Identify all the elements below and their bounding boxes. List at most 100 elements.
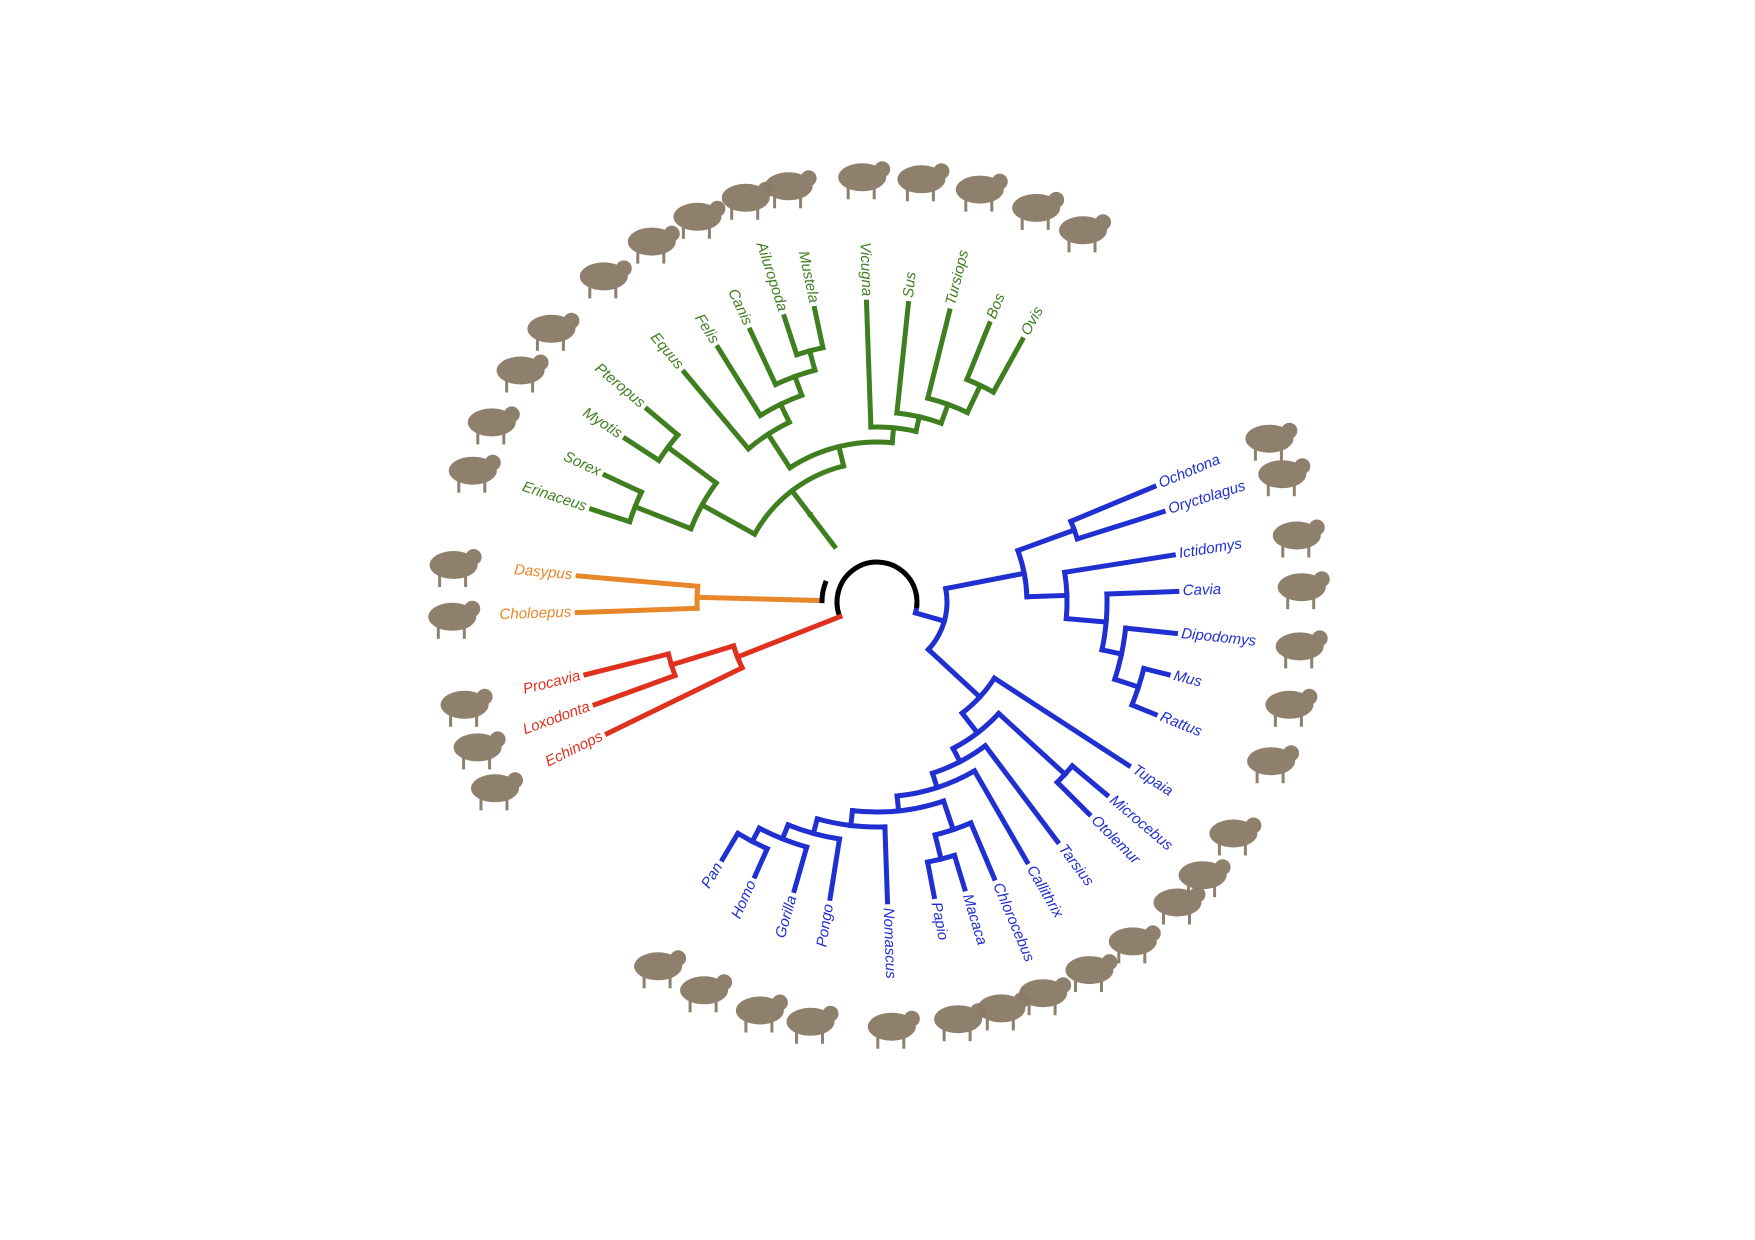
- branch-line: [664, 443, 720, 487]
- branch-line: [668, 642, 737, 669]
- branch-arc: [751, 462, 847, 538]
- taxon-tarsius: Tarsius: [1055, 841, 1098, 890]
- branch-pteropus: [643, 405, 682, 439]
- branch-line: [1024, 592, 1070, 600]
- branch-erinaceus: [588, 506, 633, 525]
- branch-dasypus: [575, 573, 701, 590]
- taxon-papio: Papio: [928, 901, 952, 942]
- branch-arc: [756, 392, 806, 419]
- branch-arc: [687, 479, 720, 532]
- branch-sus: [894, 300, 912, 416]
- sloth-icon: [428, 600, 481, 639]
- guinea-pig-icon: [1277, 571, 1330, 610]
- taxon-myotis: Myotis: [580, 404, 626, 442]
- branch-line: [806, 511, 839, 550]
- taxon-rattus: Rattus: [1158, 708, 1205, 740]
- tarsier-icon: [1108, 925, 1161, 964]
- taxon-macaca: Macaca: [959, 892, 991, 947]
- cow-icon: [1012, 191, 1065, 230]
- taxon-mustela: Mustela: [795, 249, 823, 304]
- branch-arc: [834, 588, 843, 619]
- taxon-ovis: Ovis: [1018, 303, 1048, 338]
- branch-arc: [1061, 569, 1070, 622]
- branch-myotis: [621, 435, 663, 464]
- branch-gorilla: [791, 844, 810, 894]
- taxon-pongo: Pongo: [813, 903, 837, 949]
- rabbit-icon: [1258, 458, 1311, 497]
- ferret-icon: [764, 170, 817, 209]
- branch-equus: [680, 368, 752, 453]
- cat-icon: [627, 225, 680, 264]
- baboon-icon: [934, 1003, 987, 1042]
- branch-arc: [694, 583, 701, 611]
- gorilla-icon: [735, 994, 788, 1033]
- taxon-chlorocebus: Chlorocebus: [989, 880, 1038, 965]
- branch-line: [942, 570, 1028, 592]
- tree-shrew-icon: [1209, 817, 1262, 856]
- branch-pongo: [827, 836, 843, 902]
- taxon-callithrix: Callithrix: [1023, 862, 1067, 921]
- branch-arc: [1067, 518, 1081, 543]
- branch-oryctolagus: [1074, 508, 1167, 543]
- rat-icon: [1247, 745, 1300, 784]
- taxon-ochotona: Ochotona: [1156, 451, 1223, 492]
- branch-line: [835, 443, 847, 470]
- taxon-tursiops: Tursiops: [942, 248, 972, 307]
- taxon-echinops: Echinops: [543, 728, 606, 771]
- branch-line: [777, 400, 793, 426]
- branch-tursiops: [924, 307, 953, 402]
- taxon-pteropus: Pteropus: [591, 360, 648, 412]
- branch-ailuropoda: [781, 313, 800, 358]
- branch-line: [698, 501, 758, 538]
- taxon-equus: Equus: [647, 329, 688, 373]
- branch-otolemur: [1053, 778, 1093, 818]
- shrew-icon: [467, 406, 520, 445]
- branch-chlorocebus: [967, 819, 998, 882]
- branch-macaca: [951, 852, 968, 893]
- branch-line: [929, 770, 941, 791]
- branch-line: [995, 709, 1069, 778]
- branch-arc: [814, 815, 888, 830]
- vervet-icon: [1019, 977, 1072, 1016]
- mouse-icon: [1265, 688, 1318, 727]
- branch-ictidomys: [1061, 552, 1177, 576]
- orangutan-icon: [786, 1005, 839, 1044]
- branch-line: [788, 487, 814, 519]
- taxon-bos: Bos: [983, 290, 1009, 321]
- alpaca-icon: [838, 161, 891, 200]
- taxon-sorex: Sorex: [561, 448, 604, 480]
- branch-callithrix: [971, 767, 1031, 866]
- fruit-bat-icon: [527, 312, 580, 351]
- branch-rattus: [1128, 701, 1159, 718]
- taxon-vicugna: Vicugna: [856, 242, 875, 296]
- branch-loxodonta: [591, 672, 679, 708]
- branch-line: [964, 382, 984, 416]
- branch-line: [779, 821, 792, 843]
- branch-line: [913, 413, 923, 435]
- tenrec-icon: [471, 772, 523, 811]
- dog-icon: [673, 200, 726, 239]
- branch-arc: [655, 431, 682, 464]
- taxon-pan: Pan: [698, 860, 726, 892]
- marmoset-icon: [1065, 954, 1118, 993]
- taxon-sus: Sus: [900, 271, 920, 299]
- taxon-dasypus: Dasypus: [513, 561, 573, 583]
- branch-line: [1014, 526, 1078, 554]
- branch-papio: [924, 859, 938, 900]
- kangaroo-rat-icon: [1275, 630, 1328, 669]
- branch-line: [889, 425, 897, 446]
- branch-line: [694, 594, 825, 604]
- branch-dipodomys: [1122, 625, 1179, 637]
- taxon-choloepus: Choloepus: [499, 604, 572, 624]
- branch-pan: [719, 829, 742, 863]
- branch-line: [937, 401, 952, 427]
- dolphin-icon: [955, 173, 1008, 212]
- hedgehog-icon: [448, 454, 501, 493]
- branch-arc: [924, 585, 950, 654]
- animal-illustrations: [428, 161, 1330, 1049]
- branch-ovis: [990, 336, 1026, 396]
- sheep-icon: [1059, 214, 1111, 253]
- galago-icon: [1153, 886, 1206, 925]
- tree-branches: [574, 299, 1180, 905]
